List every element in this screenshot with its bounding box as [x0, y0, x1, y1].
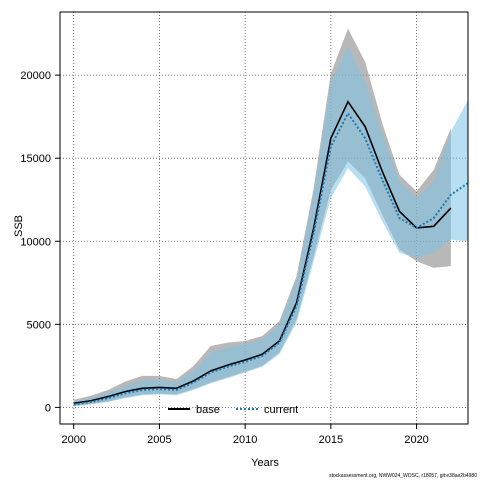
series-line-current — [73, 111, 469, 406]
series-line-base — [73, 100, 452, 405]
legend-current-label: current — [264, 404, 298, 416]
y-axis-title: SSB — [13, 215, 25, 237]
x-tick-label: 2010 — [233, 434, 257, 446]
y-tick-label: 5000 — [27, 319, 51, 331]
x-tick-label: 2000 — [61, 434, 85, 446]
x-tick-label: 2020 — [404, 434, 428, 446]
series-lines — [73, 100, 469, 406]
x-tick-label: 2015 — [319, 434, 343, 446]
y-tick-label: 15000 — [20, 153, 51, 165]
y-tick-label: 0 — [45, 402, 51, 414]
axes: 2000 2005 2010 2015 2020 0 5000 10000 15000 20000 — [20, 70, 428, 446]
y-tick-label: 20000 — [20, 70, 51, 82]
footnote: stockassessment.org, NWW024_WOSC, r18057… — [329, 473, 477, 479]
grid — [60, 12, 468, 424]
legend: base current — [168, 404, 298, 416]
y-tick-label: 10000 — [20, 236, 51, 248]
legend-base-label: base — [196, 404, 220, 416]
x-tick-label: 2005 — [147, 434, 171, 446]
plot-frame — [59, 11, 469, 425]
x-axis-title: Years — [251, 457, 279, 469]
